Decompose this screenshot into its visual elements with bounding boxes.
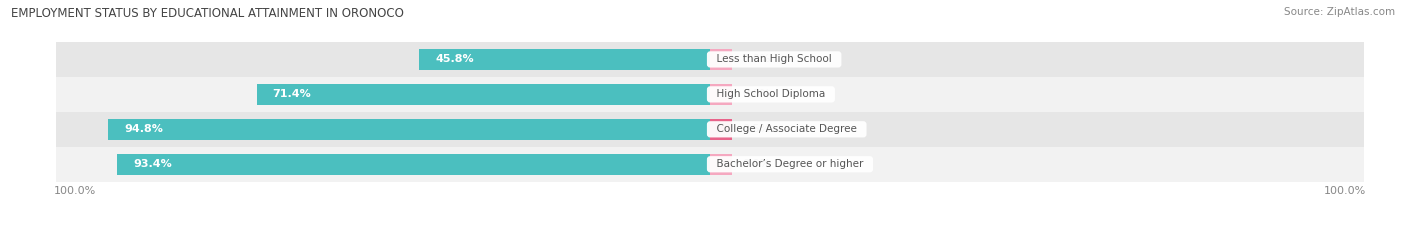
Bar bbox=[419, 49, 710, 70]
Bar bbox=[710, 84, 733, 105]
Bar bbox=[56, 77, 1364, 112]
Bar bbox=[56, 42, 1364, 77]
Bar bbox=[117, 154, 710, 175]
Bar bbox=[710, 119, 733, 140]
Legend: In Labor Force, Unemployed: In Labor Force, Unemployed bbox=[610, 230, 810, 233]
Text: Bachelor’s Degree or higher: Bachelor’s Degree or higher bbox=[710, 159, 870, 169]
Text: 0.0%: 0.0% bbox=[742, 89, 770, 99]
Text: 0.0%: 0.0% bbox=[742, 55, 770, 64]
Text: 45.8%: 45.8% bbox=[436, 55, 474, 64]
Text: 93.4%: 93.4% bbox=[134, 159, 172, 169]
Bar bbox=[56, 112, 1364, 147]
Bar bbox=[257, 84, 710, 105]
Text: 94.8%: 94.8% bbox=[124, 124, 163, 134]
Bar bbox=[710, 49, 733, 70]
Text: Source: ZipAtlas.com: Source: ZipAtlas.com bbox=[1284, 7, 1395, 17]
Bar bbox=[710, 154, 733, 175]
Text: High School Diploma: High School Diploma bbox=[710, 89, 832, 99]
Text: EMPLOYMENT STATUS BY EDUCATIONAL ATTAINMENT IN ORONOCO: EMPLOYMENT STATUS BY EDUCATIONAL ATTAINM… bbox=[11, 7, 404, 20]
Text: Less than High School: Less than High School bbox=[710, 55, 838, 64]
Text: 0.5%: 0.5% bbox=[742, 124, 770, 134]
Text: College / Associate Degree: College / Associate Degree bbox=[710, 124, 863, 134]
Text: 0.0%: 0.0% bbox=[742, 159, 770, 169]
Bar bbox=[108, 119, 710, 140]
Bar bbox=[56, 147, 1364, 182]
Text: 71.4%: 71.4% bbox=[273, 89, 312, 99]
